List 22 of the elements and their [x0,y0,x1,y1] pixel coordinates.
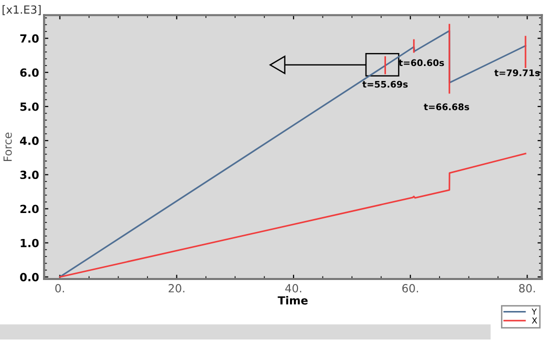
x-tick-label: 0. [55,284,64,292]
y-tick-label: 7.0 [20,34,39,43]
y-tick-label: 3.0 [20,170,39,180]
text: [x1.E3] [2,5,41,16]
line-series [59,152,526,278]
y-tick-label: 4.0 [20,136,39,145]
x-axis-title: Time [278,296,308,305]
y-tick-label: 0.0 [20,272,39,282]
y-tick-label: 1.0 [20,238,39,248]
y-tick-label: 5.0 [20,102,39,111]
y-axis-title: Force [4,132,12,161]
y-tick-label: 6.0 [20,68,39,77]
y-tick-label: 2.0 [20,204,39,214]
legend-label: Y [532,308,537,315]
x-tick-label: 20. [168,284,184,292]
annotation: t=55.69s [362,80,408,88]
annotation: t=66.68s [424,103,470,110]
legend-label: X [532,317,538,324]
annotation: t=79.71s [494,69,540,76]
x-tick-label: 80. [519,284,535,292]
x-tick-label: 40. [285,284,302,292]
x-tick-label: 60. [402,284,418,292]
